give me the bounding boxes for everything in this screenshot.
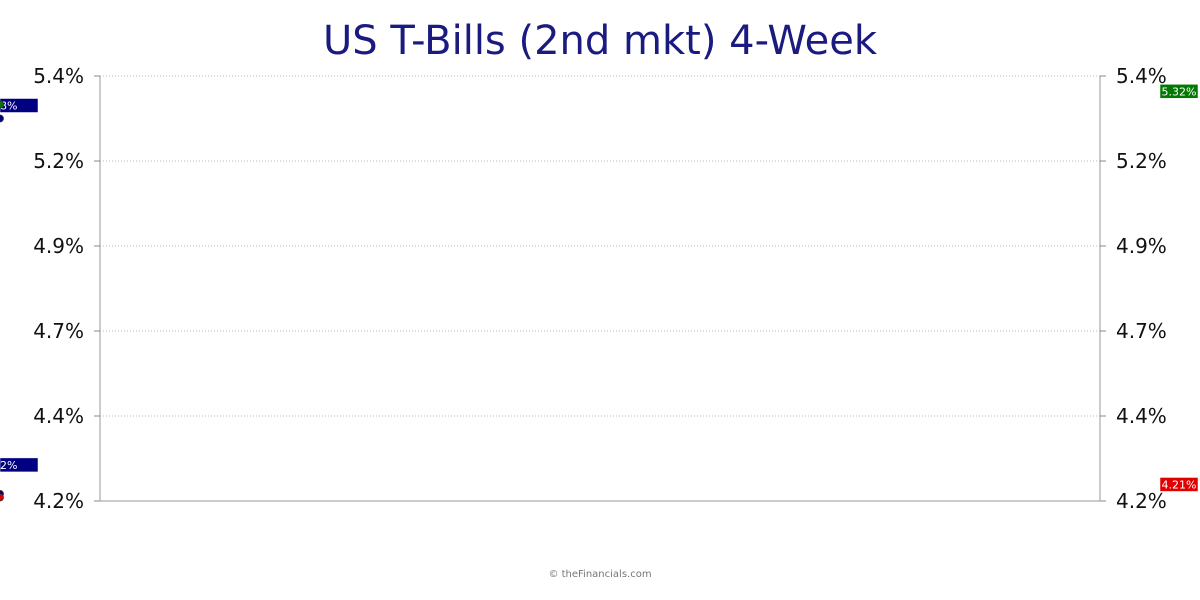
y-tick-label-left: 4.9% bbox=[33, 234, 84, 258]
annotation-callout: 4.21% bbox=[1159, 477, 1199, 492]
y-tick-label-right: 4.4% bbox=[1116, 404, 1167, 428]
annotation-marker bbox=[0, 114, 4, 123]
annotation-label: 5.28% bbox=[0, 100, 17, 113]
annotation-marker bbox=[0, 493, 4, 502]
y-tick-label-right: 4.7% bbox=[1116, 319, 1167, 343]
y-tick-label-right: 5.2% bbox=[1116, 149, 1167, 173]
y-tick-label-left: 5.2% bbox=[33, 149, 84, 173]
annotation-marker bbox=[0, 100, 4, 109]
y-tick-label-right: 4.2% bbox=[1116, 489, 1167, 513]
annotation-box bbox=[1159, 477, 1199, 492]
y-tick-label-left: 4.7% bbox=[33, 319, 84, 343]
chart-title: US T-Bills (2nd mkt) 4-Week bbox=[323, 18, 877, 64]
y-tick-label-left: 4.2% bbox=[33, 489, 84, 513]
y-tick-label-right: 4.9% bbox=[1116, 234, 1167, 258]
y-tick-label-left: 4.4% bbox=[33, 404, 84, 428]
y-tick-label-right: 5.4% bbox=[1116, 64, 1167, 88]
annotation-label: 4.21% bbox=[1162, 478, 1197, 491]
annotation-label: 4.22% bbox=[0, 459, 17, 472]
annotation-label: 5.32% bbox=[1162, 85, 1197, 98]
y-tick-label-left: 5.4% bbox=[33, 64, 84, 88]
annotation-box bbox=[1159, 84, 1199, 99]
annotation-box bbox=[0, 457, 39, 473]
copyright-text: © theFinancials.com bbox=[548, 569, 652, 580]
annotation-callout: 5.28% bbox=[0, 98, 39, 113]
annotation-callout: 5.32% bbox=[1159, 84, 1199, 99]
annotation-callout: 4.22% bbox=[0, 457, 39, 473]
annotation-box bbox=[0, 98, 39, 113]
